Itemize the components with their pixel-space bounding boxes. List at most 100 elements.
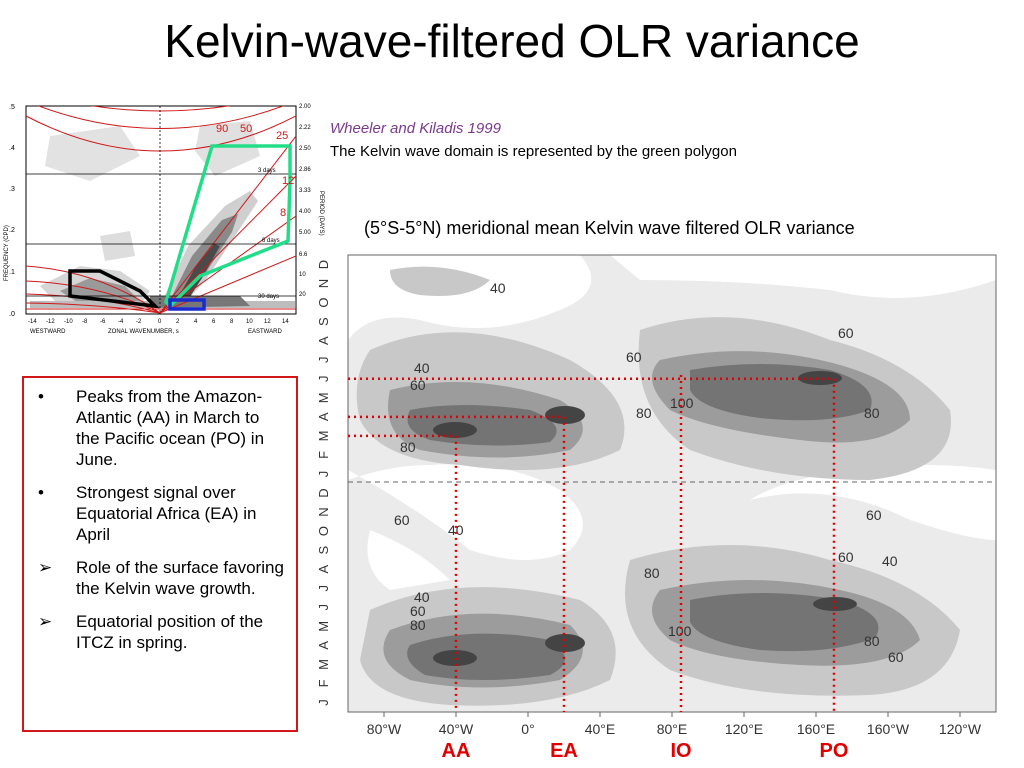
- y-tick-label: A: [316, 565, 331, 574]
- x-tick-label: 80°E: [657, 721, 688, 737]
- contour-label: 60: [394, 512, 410, 528]
- bullet-text: Strongest signal over Equatorial Africa …: [76, 483, 257, 544]
- bullet-item: ➢ Equatorial position of the ITCZ in spri…: [32, 611, 286, 653]
- x-tick-label: 80°W: [367, 721, 402, 737]
- x-tick-label: 0°: [521, 721, 534, 737]
- x-tick-label: 40°W: [439, 721, 474, 737]
- bullet-marker: •: [38, 387, 44, 406]
- contour-label: 80: [636, 405, 652, 421]
- x-tick-label: 120°E: [725, 721, 763, 737]
- period-tick: 2.22: [299, 125, 311, 131]
- y-tick-label: A: [316, 412, 331, 421]
- contour-label: 60: [410, 377, 426, 393]
- contour-label: 80: [644, 565, 660, 581]
- bullet-item: • Peaks from the Amazon-Atlantic (AA) in …: [32, 386, 286, 470]
- contour-label: 60: [838, 325, 854, 341]
- spectrum-x-tick: -12: [46, 319, 55, 325]
- spectrum-x-tick: 4: [194, 319, 198, 325]
- y-tick-label: M: [316, 621, 331, 632]
- contour-label: 80: [864, 405, 880, 421]
- bullet-text: Peaks from the Amazon-Atlantic (AA) in M…: [76, 387, 265, 469]
- period-label: PERIOD (DAYS): [318, 191, 324, 236]
- y-tick-label: M: [316, 392, 331, 403]
- x-tick-label: 120°W: [939, 721, 982, 737]
- contour-label: 60: [626, 349, 642, 365]
- y-tick-label: M: [316, 659, 331, 670]
- spectrum-x-tick: -8: [82, 319, 88, 325]
- y-tick-label: J: [316, 699, 331, 706]
- spectrum-x-tick: -4: [118, 319, 124, 325]
- map-title: (5°S-5°N) meridional mean Kelvin wave fi…: [364, 218, 855, 238]
- spectrum-y-tick: .2: [9, 227, 15, 234]
- period-annotation: 3 days: [258, 168, 276, 174]
- contour-label: 80: [864, 633, 880, 649]
- x-tick-label: 160°E: [797, 721, 835, 737]
- spectrum-x-tick: -10: [64, 319, 73, 325]
- bullet-text: Role of the surface favoring the Kelvin …: [76, 558, 284, 598]
- bullet-item: • Strongest signal over Equatorial Afric…: [32, 482, 286, 545]
- y-tick-label: M: [316, 430, 331, 441]
- spectrum-y-tick: .5: [9, 104, 15, 111]
- spectrum-x-tick: -2: [136, 319, 142, 325]
- period-tick: 10: [299, 272, 306, 278]
- spectrum-x-tick: 8: [230, 319, 234, 325]
- citation: Wheeler and Kiladis 1999: [330, 120, 501, 137]
- period-tick: 6.6: [299, 252, 308, 258]
- bullet-marker: •: [38, 483, 44, 502]
- curve-label: 12: [282, 175, 294, 187]
- region-label: IO: [670, 740, 691, 762]
- hovmoller-variance-plot: 40 60 40 60 80 80 100 60 80 60 40 60 80 …: [316, 254, 997, 762]
- contour-label: 40: [414, 589, 430, 605]
- key-points-box: • Peaks from the Amazon-Atlantic (AA) in …: [22, 376, 298, 732]
- period-tick: 5.00: [299, 230, 311, 236]
- y-tick-label: S: [316, 545, 331, 554]
- x-tick-label: 160°W: [867, 721, 910, 737]
- y-tick-label: N: [316, 507, 331, 516]
- spectrum-x-label-left: WESTWARD: [30, 329, 66, 335]
- period-tick: 4.00: [299, 209, 311, 215]
- period-annotation: 6 days: [262, 238, 280, 244]
- spectrum-x-tick: 0: [158, 319, 162, 325]
- contour-label: 40: [882, 553, 898, 569]
- period-tick: 3.33: [299, 188, 311, 194]
- period-tick: 2.86: [299, 167, 311, 173]
- wavenumber-frequency-spectrum: .5 .4 .3 .2 .1 .0 FREQUENCY (CPD) -14 -1…: [4, 104, 324, 335]
- period-tick: 20: [299, 292, 306, 298]
- y-tick-label: A: [316, 641, 331, 650]
- y-tick-label: S: [316, 317, 331, 326]
- bullet-item: ➢ Role of the surface favoring the Kelvin…: [32, 557, 286, 599]
- spectrum-x-tick: -6: [100, 319, 106, 325]
- bullet-marker: ➢: [38, 612, 53, 631]
- x-tick-label: 40°E: [585, 721, 616, 737]
- region-label: PO: [820, 740, 849, 762]
- contour-label: 100: [670, 395, 694, 411]
- spectrum-y-tick: .0: [9, 311, 15, 318]
- y-tick-label: D: [316, 260, 331, 269]
- caption: The Kelvin wave domain is represented by…: [330, 143, 737, 160]
- y-tick-label: J: [316, 376, 331, 383]
- y-tick-label: A: [316, 336, 331, 345]
- spectrum-x-tick: 6: [212, 319, 216, 325]
- contour-label: 100: [668, 623, 692, 639]
- region-label: AA: [442, 740, 471, 762]
- contour-label: 80: [400, 439, 416, 455]
- contour-label: 60: [410, 603, 426, 619]
- contour-label: 40: [490, 280, 506, 296]
- y-tick-label: J: [316, 585, 331, 592]
- spectrum-x-tick: 14: [282, 319, 289, 325]
- y-tick-label: F: [316, 451, 331, 459]
- contour-label: 60: [838, 549, 854, 565]
- period-tick: 2.50: [299, 146, 311, 152]
- curve-label: 90: [216, 123, 228, 135]
- spectrum-x-label-mid: ZONAL WAVENUMBER, s: [108, 329, 179, 335]
- contour-label: 40: [448, 522, 464, 538]
- curve-label: 50: [240, 123, 252, 135]
- spectrum-x-tick: -14: [28, 319, 37, 325]
- spectrum-y-tick: .4: [9, 145, 15, 152]
- spectrum-y-label: FREQUENCY (CPD): [4, 225, 10, 281]
- contour-label: 80: [410, 617, 426, 633]
- y-tick-label: J: [316, 356, 331, 363]
- y-tick-label: O: [316, 526, 331, 536]
- region-label: EA: [550, 740, 578, 762]
- y-tick-label: F: [316, 679, 331, 687]
